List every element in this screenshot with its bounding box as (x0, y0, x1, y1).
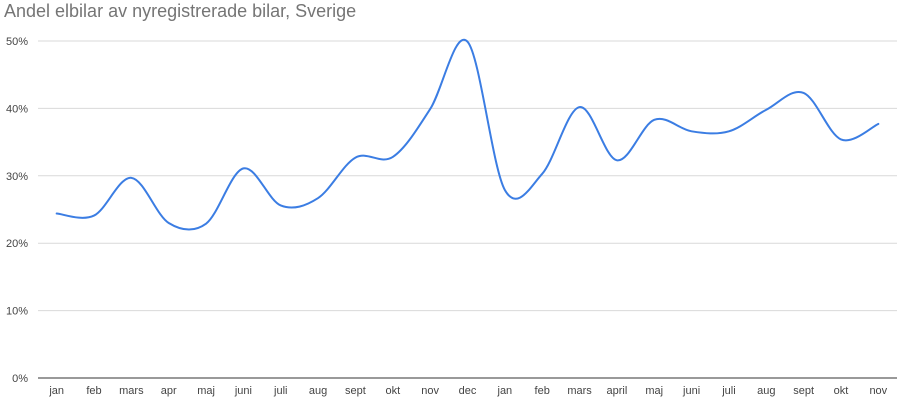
x-tick-label: sept (793, 385, 814, 397)
chart-title: Andel elbilar av nyregistrerade bilar, S… (4, 1, 357, 21)
x-tick-label: apr (161, 385, 177, 397)
y-tick-label: 10% (6, 306, 28, 318)
y-tick-label: 30% (6, 171, 28, 183)
x-tick-label: juni (234, 385, 252, 397)
x-tick-label: okt (834, 385, 849, 397)
x-tick-label: jan (48, 385, 64, 397)
x-tick-label: mars (567, 385, 592, 397)
x-tick-label: nov (421, 385, 439, 397)
x-tick-label: feb (86, 385, 101, 397)
x-tick-label: juli (273, 385, 287, 397)
x-tick-label: juli (721, 385, 735, 397)
x-tick-label: nov (869, 385, 887, 397)
y-tick-label: 20% (6, 238, 28, 250)
x-tick-label: dec (459, 385, 477, 397)
x-tick-label: aug (309, 385, 327, 397)
x-tick-label: aug (757, 385, 775, 397)
x-tick-label: mars (119, 385, 144, 397)
y-axis-tick-labels: 0% 10% 20% 30% 40% 50% (6, 36, 28, 385)
y-tick-label: 50% (6, 36, 28, 48)
x-tick-label: feb (535, 385, 550, 397)
y-tick-label: 40% (6, 103, 28, 115)
x-tick-label: juni (682, 385, 700, 397)
x-tick-label: april (606, 385, 627, 397)
x-axis-tick-labels: jan feb mars apr maj juni juli aug sept okt nov dec… (48, 385, 887, 397)
x-tick-label: okt (385, 385, 400, 397)
x-tick-label: sept (345, 385, 366, 397)
gridlines (38, 40, 897, 379)
x-tick-label: jan (497, 385, 513, 397)
series-line (55, 38, 880, 231)
series-lines (55, 38, 880, 231)
x-tick-label: maj (645, 385, 663, 397)
x-tick-label: maj (197, 385, 215, 397)
y-tick-label: 0% (12, 373, 28, 385)
